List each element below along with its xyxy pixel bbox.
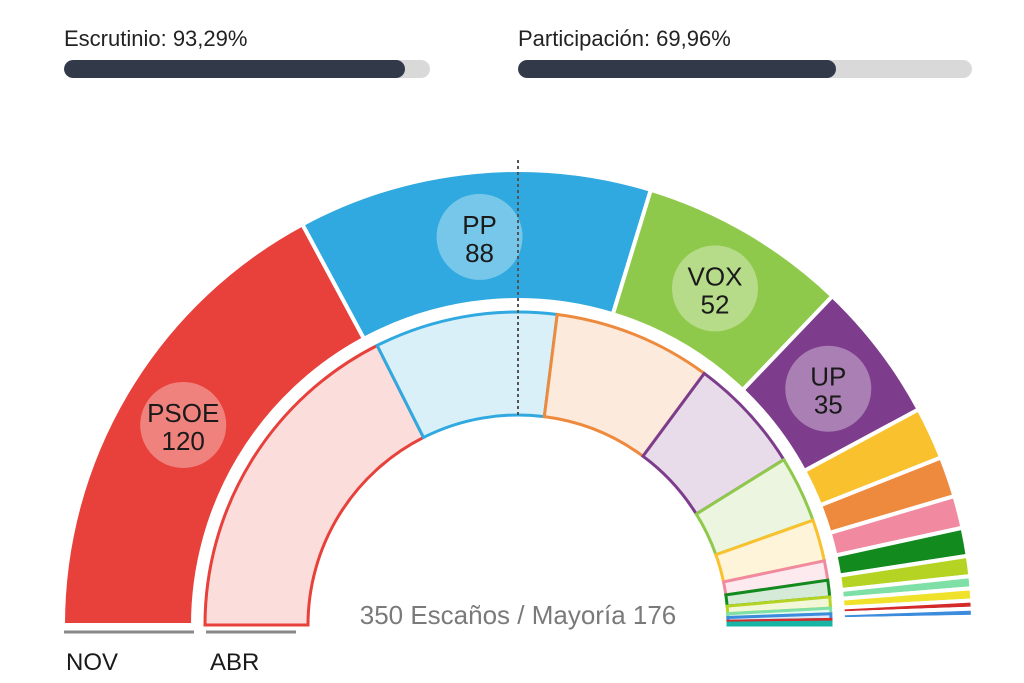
- party-name-pp: PP: [462, 210, 497, 240]
- ring-label-abr: ABR: [210, 649, 259, 676]
- total-seats-label: 350 Escaños / Mayoría 176: [360, 600, 677, 630]
- escrutinio-progress-bar: [64, 60, 430, 78]
- party-name-vox: VOX: [688, 261, 743, 291]
- escrutinio-label: Escrutinio: 93,29%: [64, 26, 248, 51]
- party-seats-up: 35: [814, 390, 843, 420]
- participacion-stat: Participación: 69,96%: [518, 26, 731, 52]
- party-seats-vox: 52: [701, 289, 730, 319]
- party-seats-pp: 88: [465, 238, 494, 268]
- party-bubble-up: [785, 345, 872, 432]
- party-name-up: UP: [810, 362, 846, 392]
- participacion-progress-bar: [518, 60, 972, 78]
- participacion-progress-fill: [518, 60, 836, 78]
- participacion-label: Participación: 69,96%: [518, 26, 731, 51]
- escrutinio-progress-fill: [64, 60, 406, 78]
- ring-label-nov: NOV: [66, 649, 118, 676]
- party-bubble-psoe: [140, 381, 227, 468]
- seat-segment-abr-12[interactable]: [726, 620, 833, 627]
- party-seats-psoe: 120: [162, 426, 205, 456]
- party-bubble-pp: [436, 193, 523, 280]
- seat-segment-nov-14[interactable]: [840, 618, 976, 627]
- chart-rings: [60, 168, 976, 627]
- escrutinio-stat: Escrutinio: 93,29%: [64, 26, 247, 52]
- party-name-psoe: PSOE: [147, 398, 219, 428]
- party-bubble-vox: [672, 245, 759, 332]
